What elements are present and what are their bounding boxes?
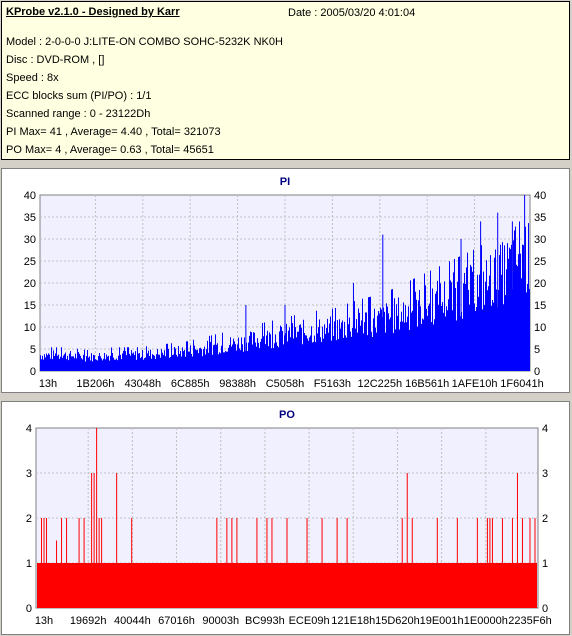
po-ytick-right: 4 (542, 423, 548, 435)
pi-chart-title: PI (280, 176, 290, 188)
info-po-stats: PO Max= 4 , Average= 0.63 , Total= 45651 (6, 144, 214, 156)
pi-ytick-left: 25 (24, 256, 36, 268)
po-ytick-left: 3 (26, 468, 32, 480)
po-ytick-right: 1 (542, 558, 548, 570)
info-panel: KProbe v2.1.0 - Designed by Karr Date : … (1, 1, 570, 160)
pi-ytick-right: 5 (534, 344, 540, 356)
info-disc: Disc : DVD-ROM , [] (6, 54, 105, 66)
po-chart-title: PO (279, 409, 295, 421)
pi-xtick: 16B561h (405, 378, 449, 390)
pi-xtick: 43048h (124, 378, 161, 390)
pi-xtick: C5058h (266, 378, 305, 390)
pi-xtick: F5163h (314, 378, 351, 390)
po-xtick: 67016h (158, 615, 195, 627)
pi-ytick-left: 40 (24, 190, 36, 202)
po-ytick-left: 4 (26, 423, 32, 435)
pi-ytick-left: 20 (24, 278, 36, 290)
po-chart-panel: PO 0 0 1 1 2 2 3 3 4 4 13h 19692h 40044h 67016h 90003h B… (1, 401, 570, 635)
po-spikes (41, 428, 536, 608)
po-ytick-left: 1 (26, 558, 32, 570)
po-xtick: 19E001h (420, 615, 464, 627)
po-xtick: 40044h (114, 615, 151, 627)
po-ytick-left: 0 (26, 603, 32, 615)
pi-ytick-left: 35 (24, 212, 36, 224)
po-ytick-right: 2 (542, 513, 548, 525)
pi-ytick-left: 15 (24, 300, 36, 312)
pi-ytick-right: 30 (534, 234, 546, 246)
pi-xtick: 1B206h (76, 378, 114, 390)
info-range: Scanned range : 0 - 23122Dh (6, 108, 151, 120)
pi-ytick-right: 40 (534, 190, 546, 202)
po-ytick-left: 2 (26, 513, 32, 525)
scan-date: Date : 2005/03/20 4:01:04 (288, 7, 416, 19)
po-xtick: 2235F6h (508, 615, 551, 627)
po-xtick: 19692h (70, 615, 107, 627)
po-xtick: ECE09h (289, 615, 330, 627)
pi-xtick: 1AFE10h (452, 378, 498, 390)
pi-xtick: 12C225h (357, 378, 402, 390)
pi-ytick-left: 5 (30, 344, 36, 356)
pi-chart: PI 0 0 5 5 10 10 15 15 20 20 25 25 30 30 35 35 40 40 13h 1B2… (24, 176, 547, 390)
pi-ytick-left: 30 (24, 234, 36, 246)
po-xtick: 121E18h (331, 615, 375, 627)
po-chart: PO 0 0 1 1 2 2 3 3 4 4 13h 19692h 40044h 67016h 90003h B… (26, 409, 552, 627)
pi-ytick-right: 35 (534, 212, 546, 224)
pi-chart-panel: PI 0 0 5 5 10 10 15 15 20 20 25 25 30 30 35 35 40 40 13h 1B2… (1, 168, 570, 393)
info-speed: Speed : 8x (6, 72, 59, 84)
info-ecc: ECC blocks sum (PI/PO) : 1/1 (6, 90, 152, 102)
pi-ytick-left: 0 (30, 366, 36, 378)
pi-ytick-right: 20 (534, 278, 546, 290)
po-xtick: 1E0000h (464, 615, 508, 627)
pi-ytick-right: 0 (534, 366, 540, 378)
po-xtick: BC993h (245, 615, 285, 627)
po-xtick: 90003h (202, 615, 239, 627)
po-xtick: 15D620h (375, 615, 420, 627)
pi-xtick: 6C885h (171, 378, 210, 390)
pi-bars (40, 195, 530, 371)
info-model: Model : 2-0-0-0 J:LITE-ON COMBO SOHC-523… (6, 36, 283, 48)
pi-ytick-right: 10 (534, 322, 546, 334)
pi-ytick-left: 10 (24, 322, 36, 334)
pi-ytick-right: 15 (534, 300, 546, 312)
pi-xtick: 13h (39, 378, 57, 390)
po-ytick-right: 3 (542, 468, 548, 480)
info-pi-stats: PI Max= 41 , Average= 4.40 , Total= 3210… (6, 126, 221, 138)
app-title: KProbe v2.1.0 - Designed by Karr (6, 6, 180, 18)
po-xtick: 13h (35, 615, 53, 627)
pi-ytick-right: 25 (534, 256, 546, 268)
pi-xtick: 1F6041h (500, 378, 543, 390)
po-ytick-right: 0 (542, 603, 548, 615)
pi-xtick: 98388h (219, 378, 256, 390)
